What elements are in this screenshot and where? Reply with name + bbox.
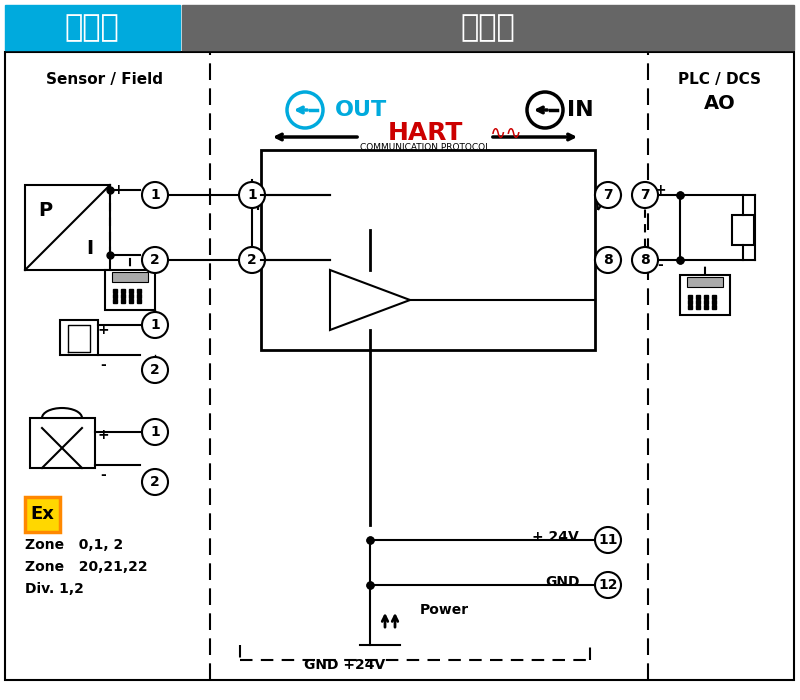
Text: HART: HART: [387, 121, 462, 145]
Text: 8: 8: [640, 253, 650, 267]
Text: 危险区: 危险区: [65, 13, 119, 43]
Text: 2: 2: [247, 253, 257, 267]
Text: 1: 1: [150, 425, 160, 439]
Text: +: +: [97, 428, 109, 442]
Text: 2: 2: [150, 253, 160, 267]
Text: Div. 1,2: Div. 1,2: [25, 582, 84, 596]
Bar: [5, 52, 794, 680]
Text: Ex: Ex: [30, 505, 54, 523]
Text: 1: 1: [150, 188, 160, 202]
Text: +: +: [112, 183, 124, 197]
Bar: [732, 215, 754, 245]
Bar: [60, 320, 98, 355]
Circle shape: [595, 182, 621, 208]
Bar: [680, 275, 730, 315]
Text: I: I: [86, 239, 94, 258]
Text: 2: 2: [150, 475, 160, 489]
Bar: [25, 497, 60, 532]
Text: 12: 12: [598, 578, 618, 592]
Text: -: -: [657, 258, 663, 272]
Text: 11: 11: [598, 533, 618, 547]
Bar: [182, 5, 794, 50]
Text: 2: 2: [150, 363, 160, 377]
Text: -: -: [100, 358, 106, 372]
Text: +: +: [97, 323, 109, 337]
Circle shape: [632, 247, 658, 273]
Text: PLC / DCS: PLC / DCS: [678, 72, 762, 87]
Circle shape: [632, 182, 658, 208]
Text: 1: 1: [150, 318, 160, 332]
Bar: [112, 272, 148, 282]
Text: + 24V: + 24V: [532, 530, 578, 544]
Text: 8: 8: [603, 253, 613, 267]
Text: Zone   0,1, 2: Zone 0,1, 2: [25, 538, 123, 552]
Circle shape: [142, 469, 168, 495]
Text: AO: AO: [704, 94, 736, 113]
Circle shape: [239, 182, 265, 208]
Text: COMMUNICATION PROTOCOL: COMMUNICATION PROTOCOL: [360, 143, 490, 151]
Text: -: -: [100, 468, 106, 482]
Text: Power: Power: [420, 603, 469, 617]
Bar: [5, 5, 180, 50]
Text: IN: IN: [567, 100, 594, 120]
Text: GND: GND: [545, 575, 579, 589]
Bar: [30, 418, 95, 468]
Text: 1: 1: [247, 188, 257, 202]
Circle shape: [142, 312, 168, 338]
Text: 7: 7: [640, 188, 650, 202]
Bar: [687, 277, 723, 287]
Text: ∿∿: ∿∿: [490, 123, 522, 143]
Text: Zone   20,21,22: Zone 20,21,22: [25, 560, 148, 574]
Text: OUT: OUT: [335, 100, 387, 120]
Circle shape: [142, 357, 168, 383]
Circle shape: [595, 247, 621, 273]
Text: -: -: [115, 248, 121, 262]
Circle shape: [595, 527, 621, 553]
Circle shape: [142, 182, 168, 208]
Text: 安全区: 安全区: [461, 13, 515, 43]
Circle shape: [142, 247, 168, 273]
Text: Sensor / Field: Sensor / Field: [46, 72, 163, 87]
Text: GND +24V: GND +24V: [304, 658, 386, 672]
Bar: [105, 270, 155, 310]
Text: P: P: [38, 200, 52, 220]
Text: +: +: [654, 183, 666, 197]
Circle shape: [239, 247, 265, 273]
Circle shape: [142, 419, 168, 445]
Circle shape: [595, 572, 621, 598]
Text: 7: 7: [603, 188, 613, 202]
Bar: [25, 185, 110, 270]
Bar: [261, 150, 595, 350]
